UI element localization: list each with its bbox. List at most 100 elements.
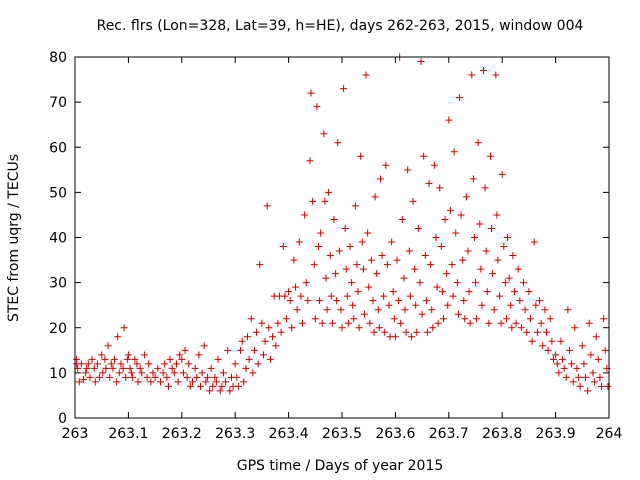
data-point [106,373,114,381]
data-point [464,247,472,255]
data-point [209,382,217,390]
data-point [263,202,271,210]
data-point [133,360,141,368]
data-point [172,360,180,368]
data-point [369,297,377,305]
data-point [202,378,210,386]
data-point [154,364,162,372]
data-point [409,197,417,205]
data-point [256,261,264,269]
data-point [557,337,565,345]
data-point [600,315,608,323]
data-point [207,364,215,372]
data-point [124,351,132,359]
data-point [120,324,128,332]
data-point [211,373,219,381]
x-tick-label: 263.8 [482,426,522,442]
data-point [596,373,604,381]
data-point [234,382,242,390]
data-point [282,315,290,323]
data-point [400,274,408,282]
data-point [353,261,361,269]
data-point [587,351,595,359]
data-point [151,373,159,381]
data-point [277,328,285,336]
data-point [401,306,409,314]
data-point [383,261,391,269]
data-point [156,378,164,386]
data-point [170,369,178,377]
data-point [389,288,397,296]
data-point [439,315,447,323]
data-point [161,360,169,368]
data-point [375,324,383,332]
data-point [468,71,476,79]
data-point [405,247,413,255]
data-point [407,333,415,341]
data-point [90,364,98,372]
data-point [492,71,500,79]
data-point [421,252,429,260]
data-point [413,328,421,336]
data-point [536,297,544,305]
data-point [446,206,454,214]
data-point [247,315,255,323]
data-point [362,71,370,79]
data-point [342,265,350,273]
data-point [432,234,440,241]
data-point [174,378,182,386]
data-point [476,220,484,228]
data-point [266,355,274,363]
data-point [330,215,338,223]
data-point [321,197,329,205]
points-group [73,53,612,395]
data-point [281,292,289,300]
data-point [176,351,184,359]
data-point [191,364,199,372]
data-point [393,256,401,264]
data-point [502,315,510,323]
y-tick-label: 80 [49,50,67,66]
data-point [136,364,144,372]
data-point [462,193,470,201]
x-tick-label: 263.2 [162,426,202,442]
data-point [168,364,176,372]
data-point [438,288,446,296]
data-point [111,355,119,363]
data-point [80,376,88,384]
data-point [436,184,444,192]
data-point [406,292,414,300]
data-point [143,373,151,381]
data-point [253,328,261,336]
data-point [261,337,269,345]
data-point [520,279,528,287]
data-point [370,328,378,336]
data-point [96,373,104,381]
data-point [562,373,570,381]
data-point [245,355,253,363]
data-point [416,279,424,287]
data-point [546,315,554,323]
x-tick-label: 263.1 [108,426,148,442]
data-point [376,175,384,183]
data-point [412,301,420,309]
data-point [341,224,349,232]
data-point [206,387,214,395]
y-tick-label: 60 [49,140,67,156]
data-point [604,382,612,390]
data-point [500,243,508,251]
data-point [75,378,83,386]
data-point [128,369,136,377]
data-point [457,211,465,219]
data-point [93,360,101,368]
data-point [517,324,525,332]
data-point [418,310,426,318]
data-point [571,324,579,332]
data-point [343,292,351,300]
data-point [295,238,303,246]
data-point [434,319,442,327]
y-tick-label: 30 [49,276,67,292]
data-point [218,382,226,390]
data-point [357,152,365,160]
